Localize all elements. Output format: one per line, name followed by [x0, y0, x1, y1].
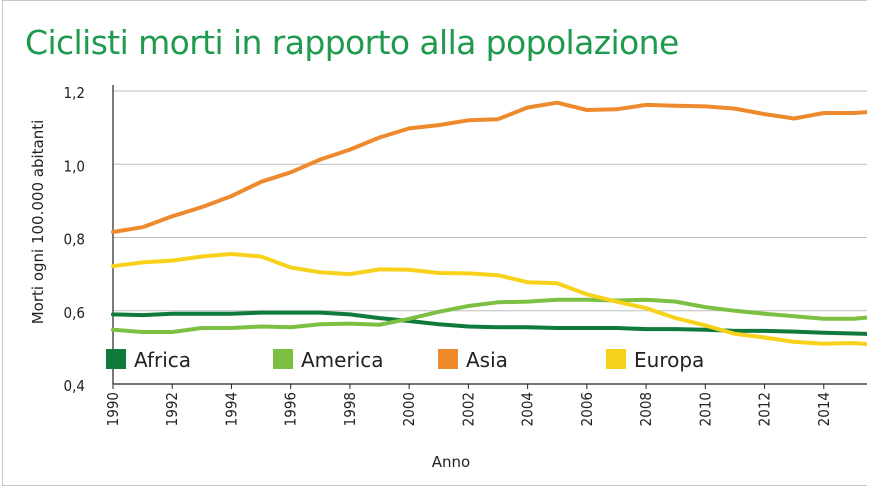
legend-swatch-europa — [606, 349, 626, 369]
y-tick-label: 1,2 — [64, 84, 85, 102]
legend-label-america: America — [301, 348, 384, 372]
series-line-europa — [111, 252, 867, 347]
x-tick-label: 1996 — [282, 392, 300, 426]
x-tick-label: 2004 — [519, 392, 537, 426]
line-chart: 1,2 1,0 0,8 0,6 0,4 1990 1992 1994 1996 1998 2000… — [29, 84, 867, 471]
x-tick-label: 2008 — [637, 392, 655, 426]
y-axis-label: Morti ogni 100.000 abitanti — [29, 120, 47, 325]
series-line-asia — [111, 100, 867, 234]
series-line-africa — [111, 310, 867, 336]
x-tick-label: 2000 — [400, 392, 418, 426]
y-tick-label: 0,6 — [64, 304, 85, 322]
x-tick-label: 1992 — [163, 392, 181, 426]
legend-swatch-asia — [438, 349, 458, 369]
x-tick-label: 2010 — [696, 392, 714, 426]
y-tick-label: 0,4 — [64, 377, 85, 395]
x-tick-label: 1990 — [104, 392, 122, 426]
x-tick-label: 2006 — [578, 392, 596, 426]
y-tick-label: 1,0 — [64, 157, 85, 175]
legend-swatch-america — [273, 349, 293, 369]
legend-swatch-africa — [106, 349, 126, 369]
x-tick-label: 2014 — [815, 392, 833, 426]
y-tick-label: 0,8 — [64, 231, 85, 249]
x-tick-label: 1994 — [222, 392, 240, 426]
legend-label-europa: Europa — [634, 348, 704, 372]
legend-label-asia: Asia — [466, 348, 508, 372]
chart-title: Ciclisti morti in rapporto alla popolazi… — [25, 23, 679, 62]
x-tick-label: 2012 — [756, 392, 774, 426]
x-tick-label: 1998 — [341, 392, 359, 426]
x-tick-label: 2002 — [459, 392, 477, 426]
x-axis-label: Anno — [432, 453, 470, 471]
series-line-america — [111, 297, 867, 334]
legend-label-africa: Africa — [134, 348, 191, 372]
